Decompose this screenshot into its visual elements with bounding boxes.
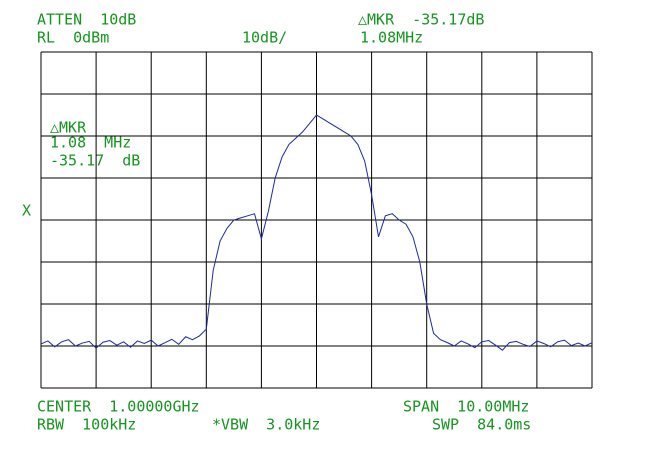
span: SPAN 10.00MHz: [403, 398, 529, 416]
center: CENTER 1.00000GHz: [37, 398, 200, 416]
trace: [40, 114, 593, 351]
marker-label: △MKR: [50, 119, 87, 137]
x-marker: X: [22, 202, 31, 220]
marker-freq-inner: 1.08 MHz: [50, 134, 131, 152]
sweep: SWP 84.0ms: [432, 416, 531, 434]
marker-freq: 1.08MHz: [360, 29, 423, 47]
ref-level: RL 0dBm: [37, 29, 109, 47]
rbw: RBW 100kHz: [37, 416, 136, 434]
atten: ATTEN 10dB: [37, 11, 136, 29]
marker-delta: △MKR -35.17dB: [358, 11, 484, 29]
marker-level: -35.17 dB: [50, 152, 140, 170]
scale: 10dB/: [242, 29, 287, 47]
vbw: *VBW 3.0kHz: [212, 416, 320, 434]
